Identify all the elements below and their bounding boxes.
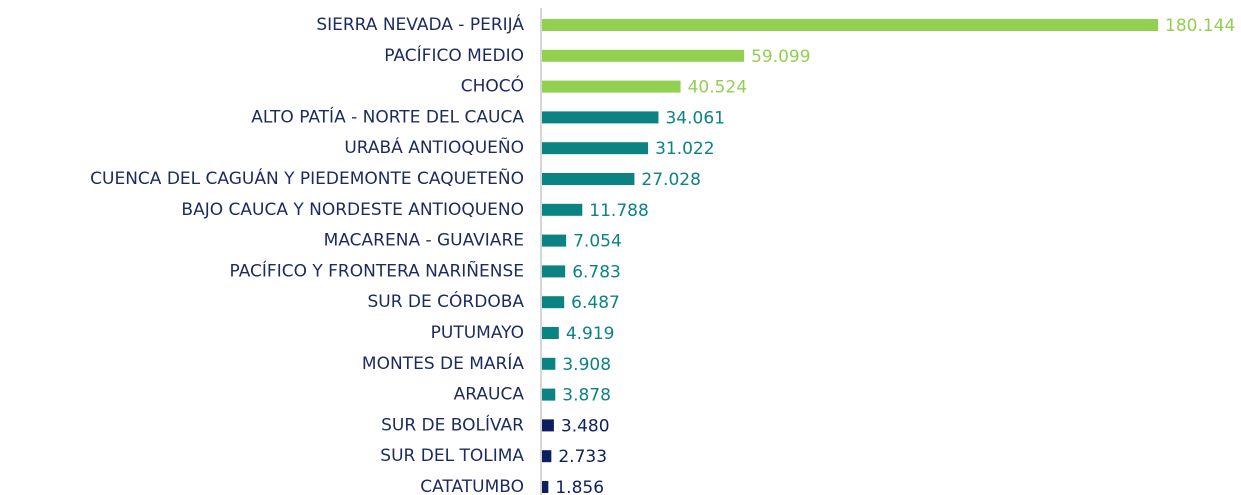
- category-label: SIERRA NEVADA - PERIJÁ: [316, 13, 524, 35]
- bar: [542, 234, 567, 247]
- bar: [542, 357, 556, 370]
- bar: [542, 111, 659, 124]
- category-label: SUR DE CÓRDOBA: [367, 290, 524, 312]
- value-label: 59.099: [751, 47, 810, 67]
- category-label: PUTUMAYO: [431, 323, 524, 343]
- bar: [542, 203, 583, 216]
- value-label: 180.144: [1165, 16, 1235, 36]
- value-label: 3.878: [562, 386, 611, 406]
- category-label: CATATUMBO: [420, 477, 524, 495]
- value-label: 27.028: [641, 170, 700, 190]
- category-label: CUENCA DEL CAGUÁN Y PIEDEMONTE CAQUETEÑO: [90, 167, 524, 189]
- category-label: URABÁ ANTIOQUEÑO: [344, 136, 524, 158]
- bar: [542, 265, 566, 278]
- category-label: ALTO PATÍA - NORTE DEL CAUCA: [251, 105, 524, 127]
- value-label: 11.788: [589, 201, 648, 221]
- value-label: 40.524: [688, 78, 747, 98]
- bar: [542, 49, 745, 62]
- value-label: 6.487: [571, 293, 620, 313]
- category-label: MACARENA - GUAVIARE: [324, 231, 524, 251]
- bar: [542, 450, 552, 463]
- value-label: 2.733: [558, 447, 607, 467]
- bar: [542, 173, 635, 185]
- value-label: 34.061: [665, 108, 724, 128]
- value-label: 31.022: [655, 139, 714, 159]
- bar: [542, 142, 649, 155]
- bar: [542, 296, 565, 309]
- value-label: 6.783: [572, 262, 621, 282]
- value-label: 7.054: [573, 232, 622, 252]
- value-label: 1.856: [555, 478, 604, 495]
- value-label: 3.908: [562, 355, 611, 375]
- category-label: MONTES DE MARÍA: [362, 352, 524, 374]
- category-label: PACÍFICO Y FRONTERA NARIÑENSE: [230, 259, 524, 281]
- bar: [542, 481, 549, 493]
- category-label: ARAUCA: [454, 385, 525, 405]
- value-label: 3.480: [561, 416, 610, 436]
- bar: [542, 80, 681, 93]
- category-label: PACÍFICO MEDIO: [384, 44, 524, 66]
- bar: [542, 388, 556, 401]
- category-label: BAJO CAUCA Y NORDESTE ANTIOQUENO: [181, 200, 524, 220]
- value-label: 4.919: [566, 324, 615, 344]
- category-label: CHOCÓ: [461, 75, 524, 97]
- bar: [542, 19, 1158, 31]
- category-label: SUR DE BOLÍVAR: [381, 413, 524, 435]
- bar: [542, 419, 554, 432]
- category-label: SUR DEL TOLIMA: [380, 446, 524, 466]
- bar: [542, 327, 559, 339]
